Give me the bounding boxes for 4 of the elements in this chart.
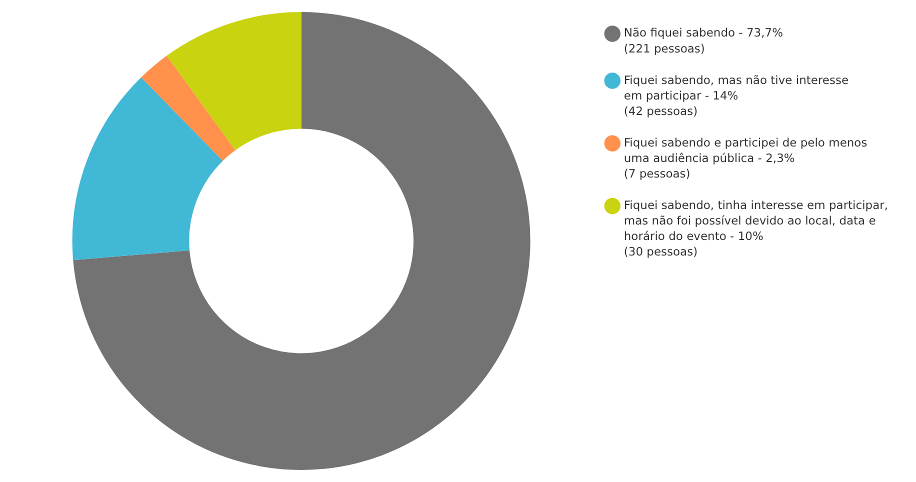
legend-label: Fiquei sabendo, tinha interesse em participar, mas não foi possível devido ao local, data e horário do evento - 10% (30 pessoas) bbox=[624, 198, 888, 259]
legend-label: Fiquei sabendo, mas não tive interesse em participar - 14% (42 pessoas) bbox=[624, 72, 849, 118]
legend-label: Não fiquei sabendo - 73,7% (221 pessoas) bbox=[624, 26, 784, 56]
legend-label: Fiquei sabendo e participei de pelo menos uma audiência pública - 2,3% (7 pessoas) bbox=[624, 135, 868, 180]
